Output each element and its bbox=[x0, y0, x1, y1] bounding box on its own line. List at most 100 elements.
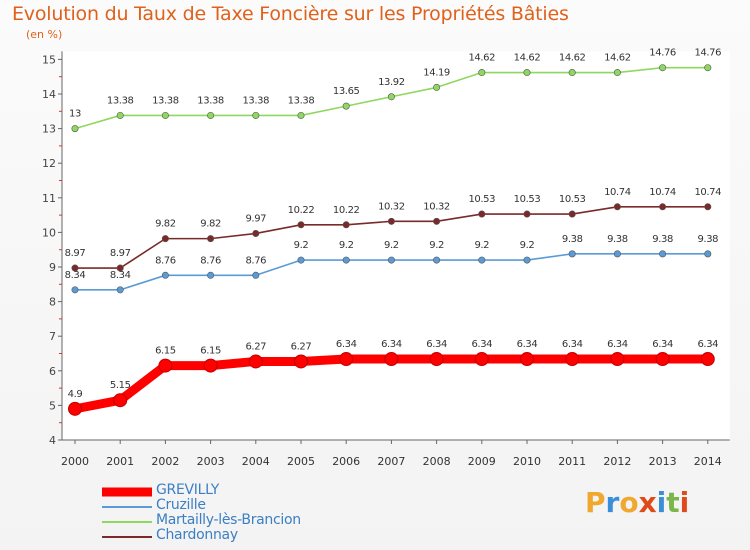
data-label: 10.74 bbox=[649, 187, 676, 198]
y-tick-label: 7 bbox=[49, 330, 56, 343]
data-label: 6.34 bbox=[336, 339, 357, 350]
data-point bbox=[478, 69, 486, 77]
data-label: 13.65 bbox=[333, 86, 360, 97]
x-tick-label: 2000 bbox=[61, 455, 89, 468]
data-label: 13.38 bbox=[288, 95, 315, 106]
data-point bbox=[659, 250, 667, 258]
y-tick-label: 9 bbox=[49, 261, 56, 274]
data-point bbox=[116, 286, 124, 294]
data-point bbox=[387, 217, 395, 225]
data-label: 10.32 bbox=[378, 201, 405, 212]
data-label: 14.76 bbox=[694, 48, 721, 59]
data-point bbox=[342, 221, 350, 229]
logo-letter: P bbox=[585, 486, 606, 519]
data-label: 6.34 bbox=[652, 339, 673, 350]
data-point bbox=[116, 111, 124, 119]
legend-label: GREVILLY bbox=[156, 482, 220, 498]
x-tick-label: 2011 bbox=[558, 455, 586, 468]
data-label: 14.62 bbox=[559, 53, 586, 64]
data-label: 14.19 bbox=[423, 67, 450, 78]
data-label: 6.15 bbox=[155, 346, 176, 357]
data-label: 10.32 bbox=[423, 201, 450, 212]
data-point bbox=[297, 111, 305, 119]
data-point bbox=[252, 229, 260, 237]
data-point bbox=[116, 264, 124, 272]
unit-label: (en %) bbox=[26, 28, 63, 41]
data-point bbox=[68, 401, 82, 416]
data-point bbox=[207, 235, 215, 243]
data-label: 13.38 bbox=[152, 95, 179, 106]
data-point bbox=[568, 210, 576, 218]
data-point bbox=[297, 221, 305, 229]
data-point bbox=[161, 111, 169, 119]
data-label: 13.92 bbox=[378, 77, 405, 88]
data-point bbox=[161, 271, 169, 279]
data-label: 9.2 bbox=[520, 240, 535, 251]
data-point bbox=[613, 69, 621, 77]
data-label: 6.34 bbox=[697, 339, 718, 350]
data-label: 6.34 bbox=[426, 339, 447, 350]
y-tick-label: 13 bbox=[42, 123, 56, 136]
data-label: 8.97 bbox=[65, 248, 86, 259]
data-point bbox=[387, 256, 395, 264]
data-label: 6.34 bbox=[517, 339, 538, 350]
data-label: 9.2 bbox=[339, 240, 354, 251]
data-label: 9.2 bbox=[294, 240, 309, 251]
data-label: 9.82 bbox=[200, 219, 221, 230]
data-label: 6.34 bbox=[381, 339, 402, 350]
data-label: 9.82 bbox=[155, 219, 176, 230]
data-label: 8.76 bbox=[200, 255, 221, 266]
data-label: 8.34 bbox=[110, 270, 131, 281]
data-label: 9.38 bbox=[562, 234, 583, 245]
x-tick-label: 2014 bbox=[694, 455, 722, 468]
data-label: 14.62 bbox=[468, 53, 495, 64]
data-point bbox=[610, 352, 625, 367]
logo-letter: i bbox=[656, 486, 667, 519]
data-point bbox=[523, 256, 531, 264]
data-label: 10.74 bbox=[694, 187, 721, 198]
data-label: 10.74 bbox=[604, 187, 631, 198]
data-label: 10.22 bbox=[288, 205, 315, 216]
data-point bbox=[252, 271, 260, 279]
data-label: 10.53 bbox=[514, 194, 541, 205]
x-tick-label: 2009 bbox=[468, 455, 496, 468]
y-tick-label: 6 bbox=[49, 365, 56, 378]
data-point bbox=[700, 352, 715, 367]
x-tick-label: 2010 bbox=[513, 455, 541, 468]
y-tick-label: 14 bbox=[42, 88, 56, 101]
data-label: 14.62 bbox=[514, 53, 541, 64]
data-point bbox=[520, 352, 534, 367]
data-label: 9.2 bbox=[384, 240, 399, 251]
data-label: 13.38 bbox=[107, 95, 134, 106]
data-point bbox=[568, 250, 576, 258]
x-tick-label: 2012 bbox=[603, 455, 631, 468]
y-tick-label: 12 bbox=[42, 157, 56, 170]
data-point bbox=[613, 203, 621, 211]
data-label: 6.27 bbox=[291, 341, 312, 352]
data-point bbox=[387, 93, 395, 101]
data-label: 4.9 bbox=[68, 389, 83, 400]
data-point bbox=[704, 64, 712, 72]
data-label: 10.53 bbox=[559, 194, 586, 205]
legend-label: Cruzille bbox=[156, 497, 206, 513]
legend-swatch bbox=[102, 536, 152, 538]
data-point bbox=[248, 354, 263, 369]
data-point bbox=[523, 69, 531, 77]
data-point bbox=[565, 352, 580, 367]
data-point bbox=[384, 352, 399, 367]
data-label: 6.34 bbox=[562, 339, 583, 350]
x-tick-label: 2007 bbox=[377, 455, 405, 468]
data-point bbox=[655, 352, 670, 367]
data-label: 8.97 bbox=[110, 248, 131, 259]
data-point bbox=[161, 235, 169, 243]
data-point bbox=[158, 358, 173, 373]
data-point bbox=[71, 125, 79, 133]
data-label: 6.34 bbox=[471, 339, 492, 350]
logo-letter: o bbox=[619, 486, 639, 519]
data-point bbox=[71, 286, 79, 294]
x-tick-label: 2001 bbox=[106, 455, 134, 468]
data-label: 10.53 bbox=[468, 194, 495, 205]
y-tick-label: 10 bbox=[42, 226, 56, 239]
x-tick-label: 2013 bbox=[649, 455, 677, 468]
